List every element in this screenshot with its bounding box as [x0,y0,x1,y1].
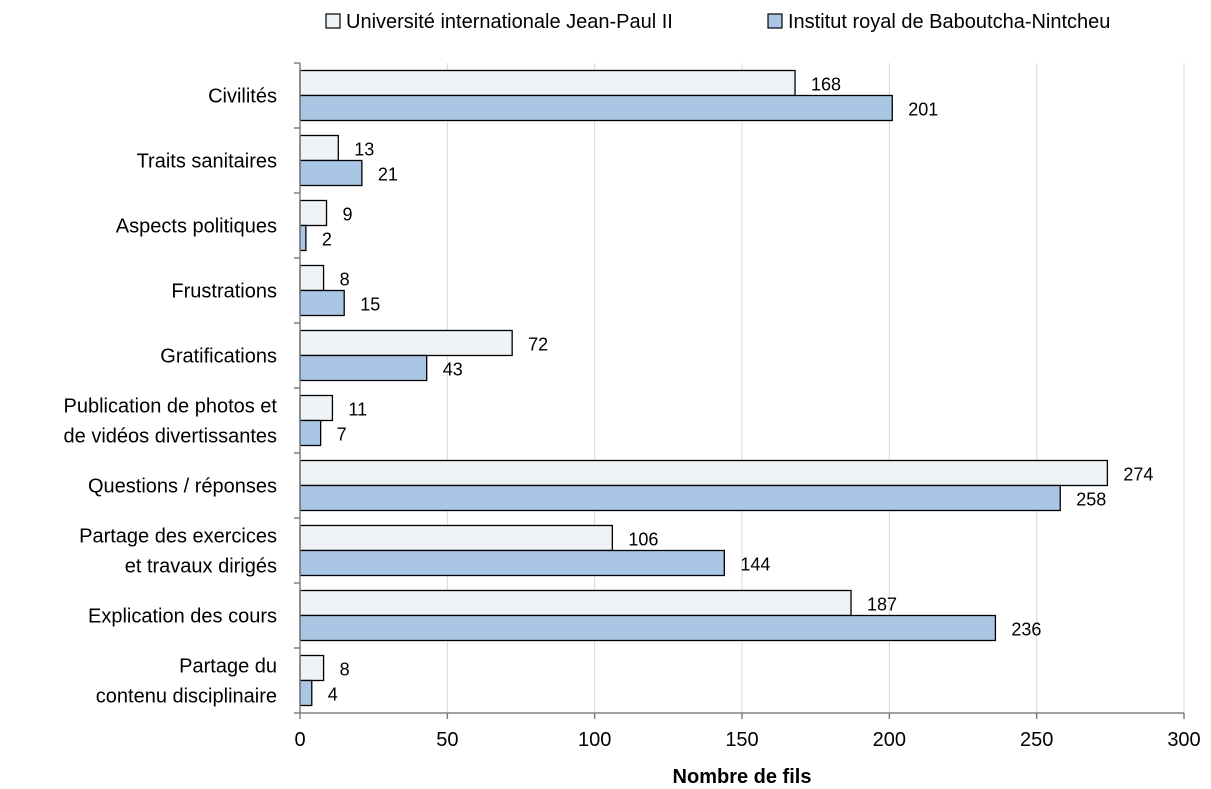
value-label-series1-cat10: 8 [340,660,350,680]
value-label-series1-cat9: 187 [867,595,897,615]
bar-series1-cat6 [299,394,334,422]
value-label-series2-cat3: 2 [322,230,332,250]
bar-series1-cat3 [299,199,328,227]
tick-labels: 0 50 100 150 200 250 300 [294,729,1200,751]
category-label-line: Publication de photos et [64,396,278,418]
x-tick-label-200: 200 [873,729,906,751]
category-label-line: Civilités [208,86,277,108]
legend-swatch-1 [325,13,341,29]
category-label-5: Gratifications [160,346,277,368]
x-tick-label-300: 300 [1167,729,1200,751]
category-label-1: Civilités [208,86,277,108]
bar-series2-cat9 [299,614,997,642]
bar-series2-cat6 [299,419,322,447]
bar-series1-cat4 [299,264,325,292]
bar-series1-cat5 [299,329,513,357]
bar-series2-cat5 [299,354,428,382]
axes [294,62,1185,719]
value-label-series2-cat5: 43 [443,360,463,380]
bar-series2-cat4 [299,289,345,317]
category-label-line: Gratifications [160,346,277,368]
x-tick-label-0: 0 [294,729,305,751]
bar-series2-cat8 [299,549,725,577]
legend-label-2: Institut royal de Baboutcha-Nintcheu [788,11,1110,33]
category-label-line: Aspects politiques [116,216,277,238]
category-label-6: Publication de photos et de vidéos divert… [64,396,278,448]
category-label-line: Partage des exercices [79,526,277,548]
category-label-7: Questions / réponses [88,476,277,498]
value-label-series2-cat4: 15 [360,295,380,315]
value-label-series1-cat7: 274 [1123,465,1153,485]
x-tick-label-100: 100 [578,729,611,751]
bar-series2-cat1 [299,94,893,122]
value-label-series2-cat10: 4 [328,685,338,705]
value-labels: 1682011321928157243117274258106144187236… [322,75,1154,705]
value-label-series1-cat8: 106 [628,530,658,550]
category-label-line: Questions / réponses [88,476,277,498]
category-label-3: Aspects politiques [116,216,277,238]
category-label-9: Explication des cours [88,606,277,628]
x-axis-label: Nombre de fils [673,766,812,788]
category-label-line: et travaux dirigés [125,556,277,578]
value-label-series2-cat8: 144 [740,555,770,575]
bar-series2-cat10 [299,679,313,707]
value-label-series1-cat2: 13 [354,140,374,160]
category-label-10: Partage du contenu disciplinaire [96,656,277,708]
value-label-series2-cat9: 236 [1011,620,1041,640]
category-label-2: Traits sanitaires [137,151,277,173]
category-label-line: de vidéos divertissantes [64,426,277,448]
x-tick-label-250: 250 [1020,729,1053,751]
bar-series1-cat7 [299,459,1109,487]
category-label-line: Frustrations [171,281,277,303]
category-label-line: Explication des cours [88,606,277,628]
value-label-series2-cat2: 21 [378,165,398,185]
value-label-series1-cat4: 8 [340,270,350,290]
value-label-series2-cat7: 258 [1076,490,1106,510]
bar-series1-cat9 [299,589,852,617]
value-label-series2-cat1: 201 [908,100,938,120]
category-label-4: Frustrations [171,281,277,303]
category-label-line: contenu disciplinaire [96,686,277,708]
bars [299,69,1109,707]
bar-series2-cat3 [299,224,307,252]
category-label-8: Partage des exercices et travaux dirigés [79,526,277,578]
bar-series2-cat7 [299,484,1061,512]
value-label-series2-cat6: 7 [337,425,347,445]
legend: Université internationale Jean-Paul II In… [325,11,1110,33]
legend-swatch-2 [767,13,783,29]
x-tick-label-50: 50 [436,729,458,751]
bar-series2-cat2 [299,159,363,187]
bar-series1-cat1 [299,69,796,97]
bar-series1-cat2 [299,134,339,162]
value-label-series1-cat1: 168 [811,75,841,95]
category-label-line: Partage du [179,656,277,678]
category-labels: Civilités Traits sanitaires Aspects politi… [64,86,278,708]
bar-series1-cat10 [299,654,325,682]
legend-label-1: Université internationale Jean-Paul II [346,11,673,33]
value-label-series1-cat5: 72 [528,335,548,355]
x-tick-label-150: 150 [725,729,758,751]
value-label-series1-cat6: 11 [348,400,367,420]
bar-series1-cat8 [299,524,613,552]
value-label-series1-cat3: 9 [343,205,353,225]
category-label-line: Traits sanitaires [137,151,277,173]
